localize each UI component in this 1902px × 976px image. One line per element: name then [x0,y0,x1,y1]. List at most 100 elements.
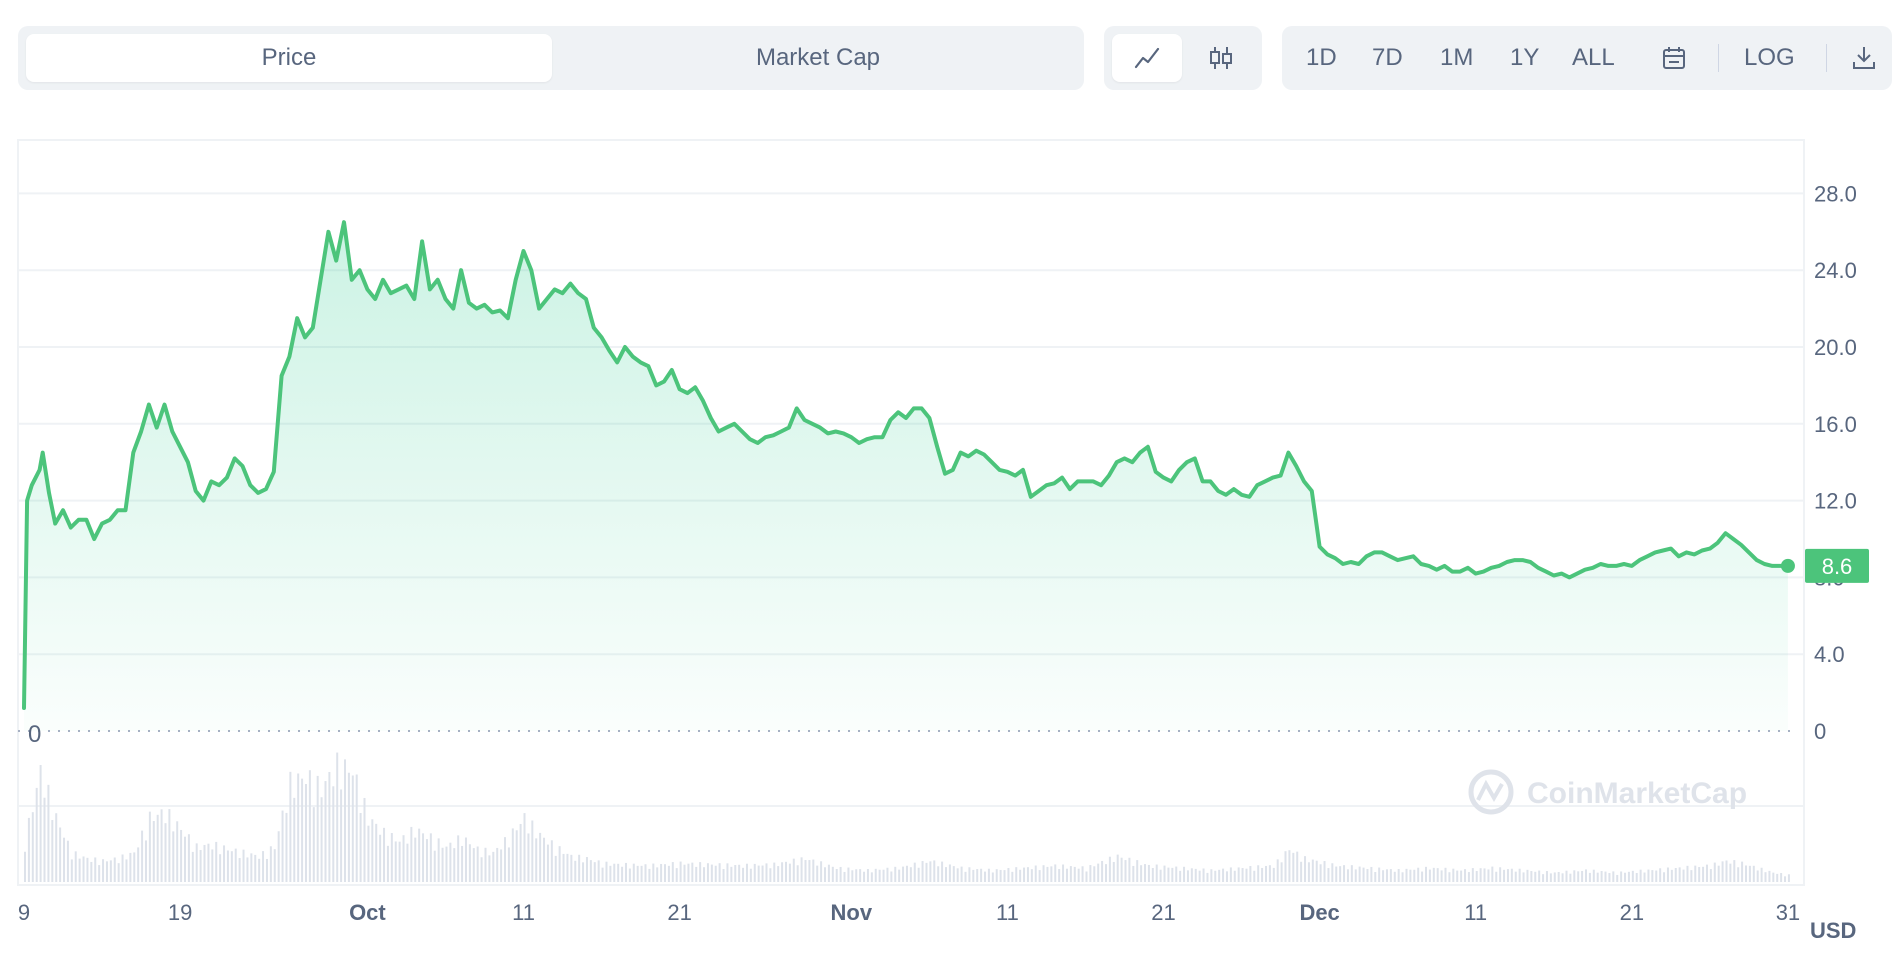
volume-bar [1210,869,1213,882]
volume-bar [898,869,901,882]
volume-bar [1620,871,1623,882]
volume-bar [1089,865,1092,882]
volume-bar [484,847,487,882]
timeframe-1d[interactable]: 1D [1306,44,1337,71]
volume-bar [1444,867,1447,882]
volume-bar [929,861,932,882]
volume-bar [1479,868,1482,882]
volume-bar [976,869,979,882]
volume-bar [831,866,834,882]
volume-bar [1120,857,1123,882]
volume-bar [24,851,26,882]
volume-bar [1323,861,1326,882]
volume-bar [1307,862,1310,882]
x-tick-label: Nov [831,900,873,925]
volume-bar [1026,867,1029,882]
volume-bar [1456,870,1459,882]
volume-bar [1019,869,1022,882]
volume-bar [956,868,959,882]
volume-bar [1448,872,1451,882]
volume-bar [336,752,339,882]
volume-bar [418,828,421,882]
tab-market-cap[interactable]: Market Cap [755,44,881,71]
timeframe-all[interactable]: ALL [1572,44,1615,71]
volume-bar [902,866,905,882]
volume-bar [164,823,167,882]
volume-bar [1222,868,1225,882]
volume-bar [312,807,315,882]
volume-bar [308,770,311,882]
volume-bar [172,831,175,882]
volume-bar [640,865,643,882]
volume-bar [1713,862,1716,882]
volume-bar [70,859,73,882]
volume-bar [566,853,569,882]
volume-bar [1409,869,1412,882]
volume-bar [66,840,69,882]
volume-bar [835,868,838,882]
download-button[interactable] [1850,34,1878,82]
volume-bar [1733,860,1736,882]
volume-bar [1780,873,1783,882]
volume-bar [105,861,108,882]
volume-bar [1471,868,1474,882]
volume-bar [1272,867,1275,882]
volume-bar [1561,873,1564,882]
volume-bar [675,868,678,882]
volume-bar [289,771,292,882]
volume-bar [917,867,920,882]
volume-bar [687,863,690,882]
volume-bar [980,868,983,882]
price-line[interactable] [22,220,1790,710]
volume-bar [1721,861,1724,882]
tab-price[interactable]: Price [26,34,552,82]
volume-bar [1600,871,1603,882]
candlestick-button[interactable] [1186,34,1256,82]
volume-bar [328,771,331,882]
timeframe-1m[interactable]: 1M [1440,44,1474,71]
line-chart-icon [1134,47,1160,69]
y-tick-label: 0 [1814,719,1826,744]
volume-bar [1284,851,1287,882]
volume-bar [1225,871,1228,882]
volume-bar [113,857,116,882]
volume-bar [550,840,553,882]
volume-bar [324,781,327,882]
x-axis: 9 19 Oct 11 21 Nov 11 21 Dec 11 21 31 [18,900,1800,925]
volume-bar [1608,873,1611,882]
volume-bar [882,869,885,882]
calendar-button[interactable] [1660,34,1688,82]
timeframe-1y[interactable]: 1Y [1510,44,1540,71]
volume-bar [1651,870,1654,882]
volume-bar [913,862,916,882]
volume-bar [1311,859,1314,882]
calendar-icon [1663,47,1685,69]
volume-bar [156,814,159,882]
volume-bar [406,843,409,882]
volume-bar [414,837,417,882]
volume-bar [1124,860,1127,882]
line-chart-button[interactable] [1112,34,1182,82]
volume-bar [297,773,300,882]
volume-bar [749,868,752,882]
volume-bar [827,864,830,882]
volume-bar [215,841,218,882]
volume-bar [184,836,187,882]
volume-bar [1093,866,1096,882]
volume-bar [347,772,350,882]
volume-bar [851,870,854,882]
volume-bar [570,854,573,882]
volume-bar [1596,872,1599,882]
timeframe-7d[interactable]: 7D [1372,44,1403,71]
log-scale-toggle[interactable]: LOG [1744,44,1795,71]
volume-bar [1175,866,1178,882]
volume-bar [999,869,1002,882]
volume-bar [238,858,241,882]
volume-bar [1553,872,1556,882]
volume-bar [1327,868,1330,882]
volume-bar [1030,869,1033,882]
volume-bar [1530,871,1533,882]
volume-bar [1421,871,1424,882]
volume-bar [1635,872,1638,882]
